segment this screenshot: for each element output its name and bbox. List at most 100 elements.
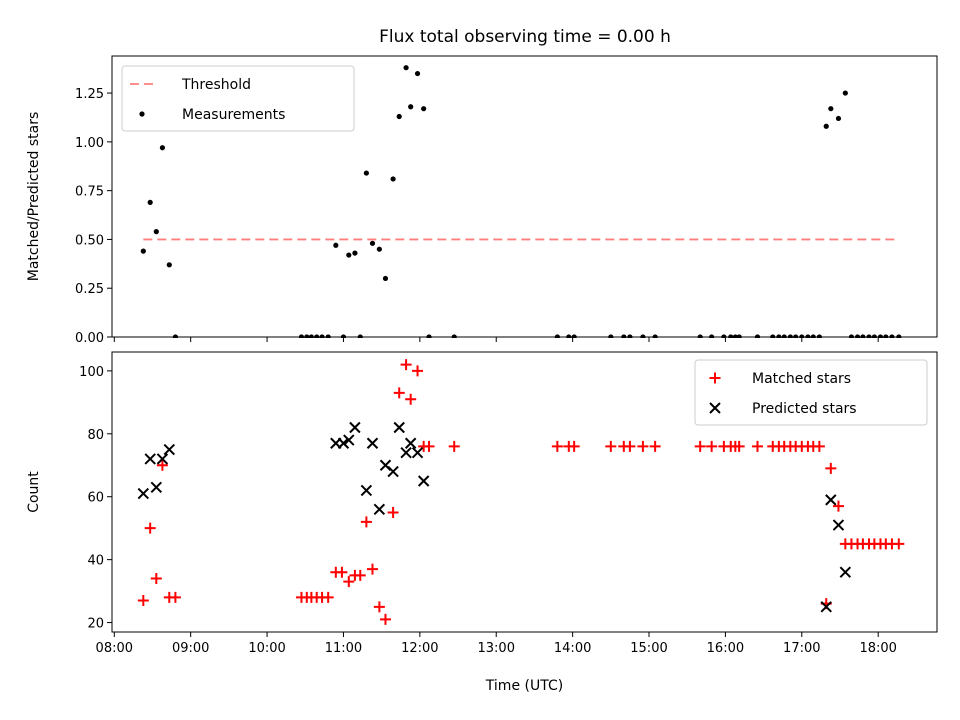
predicted-star-marker <box>404 437 417 449</box>
matched-star-marker <box>551 440 563 452</box>
measurement-point <box>823 123 829 129</box>
axes-frame <box>111 55 938 338</box>
predicted-star-marker <box>343 434 355 446</box>
matched-star-marker <box>733 440 745 452</box>
measurement-point <box>835 115 842 122</box>
y-tick-label: 0.75 <box>75 185 104 200</box>
x-tick-label: 18:00 <box>859 641 896 656</box>
matched-star-marker <box>568 440 580 452</box>
measurement-point <box>408 104 414 110</box>
matched-star-marker <box>637 440 649 452</box>
matched-star-marker <box>336 566 348 578</box>
measurement-point <box>396 113 402 120</box>
x-tick-label: 11:00 <box>325 641 362 656</box>
x-tick-label: 09:00 <box>172 641 209 656</box>
legend-matched-handle <box>709 372 721 384</box>
series-matched-stars <box>137 359 905 625</box>
legend: Threshold Measurements <box>121 65 355 132</box>
legend-box <box>694 359 928 426</box>
predicted-star-marker <box>832 519 845 531</box>
matched-star-marker <box>144 522 156 534</box>
predicted-star-marker <box>839 566 852 578</box>
matched-star-marker <box>373 601 385 613</box>
measurement-point <box>376 246 382 252</box>
measurement-point <box>352 250 358 256</box>
matched-star-marker <box>405 393 417 405</box>
y-tick-label: 20 <box>87 617 104 632</box>
matched-star-marker <box>360 516 372 528</box>
x-tick-label: 10:00 <box>248 641 285 656</box>
predicted-star-marker <box>393 421 405 434</box>
matched-star-marker <box>169 591 181 603</box>
measurement-point <box>403 65 409 71</box>
matched-star-marker <box>354 569 366 581</box>
y-tick-label: 0.50 <box>75 233 104 248</box>
y-tick-label: 40 <box>87 554 104 569</box>
y-tick-label: 0.00 <box>75 331 104 346</box>
matched-star-marker <box>605 440 617 452</box>
measurement-point <box>369 240 376 246</box>
predicted-star-marker <box>137 487 150 500</box>
matched-star-marker <box>156 459 168 471</box>
predicted-star-marker <box>156 453 169 465</box>
predicted-star-marker <box>337 437 350 449</box>
legend-box <box>121 65 355 132</box>
top-panel: 0.00 0.25 0.50 0.75 1.00 1.25 Matched/Predicte… <box>26 55 938 346</box>
predicted-star-marker <box>820 601 832 613</box>
measurement-point <box>166 262 172 268</box>
y-tick-label: 1.00 <box>75 136 104 151</box>
chart-title: Flux total observing time = 0.00 h <box>379 27 671 47</box>
matched-star-marker <box>343 576 355 588</box>
x-tick-label: 14:00 <box>554 641 591 656</box>
y-tick-label: 1.25 <box>75 87 104 102</box>
matched-star-marker <box>694 440 706 452</box>
matched-star-marker <box>150 573 162 585</box>
predicted-star-marker <box>163 443 175 456</box>
matched-star-marker <box>448 440 460 452</box>
matched-star-marker <box>400 359 412 371</box>
y-axis-label: Matched/Predicted stars <box>26 112 42 282</box>
predicted-star-marker <box>825 494 837 506</box>
measurement-point <box>828 106 834 112</box>
x-tick-label: 15:00 <box>630 641 667 656</box>
measurement-point <box>421 106 427 112</box>
y-tick-label: 0.25 <box>75 282 104 297</box>
predicted-star-marker <box>360 484 373 497</box>
matched-star-marker <box>649 440 661 452</box>
measurement-point <box>382 275 389 282</box>
matched-star-marker <box>825 462 837 474</box>
series-predicted-stars <box>137 421 852 613</box>
measurement-point <box>414 70 421 77</box>
legend-predicted-handle <box>709 402 721 414</box>
measurement-point <box>333 242 339 248</box>
measurement-point <box>140 248 146 254</box>
matched-star-marker <box>379 613 391 625</box>
x-tick-label: 13:00 <box>478 641 515 656</box>
matched-star-marker <box>366 563 378 575</box>
matched-star-marker <box>706 440 718 452</box>
axes-frame <box>111 351 938 633</box>
predicted-star-marker <box>400 446 412 459</box>
y-tick-label: 80 <box>87 428 104 443</box>
predicted-star-marker <box>387 465 399 478</box>
matched-star-marker <box>412 365 424 377</box>
matched-star-marker <box>393 387 405 399</box>
matched-star-marker <box>832 500 844 512</box>
legend-label: Threshold <box>181 77 251 93</box>
measurement-point <box>363 170 369 176</box>
measurement-point <box>346 252 352 258</box>
matched-star-marker <box>624 440 636 452</box>
matched-star-marker <box>322 591 334 603</box>
y-axis-label: Count <box>26 471 42 513</box>
predicted-star-marker <box>366 437 379 449</box>
measurement-point <box>159 145 166 151</box>
x-tick-label: 16:00 <box>707 641 744 656</box>
y-tick-label: 60 <box>87 491 104 506</box>
matched-star-marker <box>387 506 399 518</box>
predicted-star-marker <box>417 475 430 487</box>
matched-star-marker <box>893 538 905 550</box>
y-tick-label: 100 <box>79 365 104 380</box>
measurement-point <box>390 176 396 182</box>
x-tick-label: 12:00 <box>401 641 438 656</box>
